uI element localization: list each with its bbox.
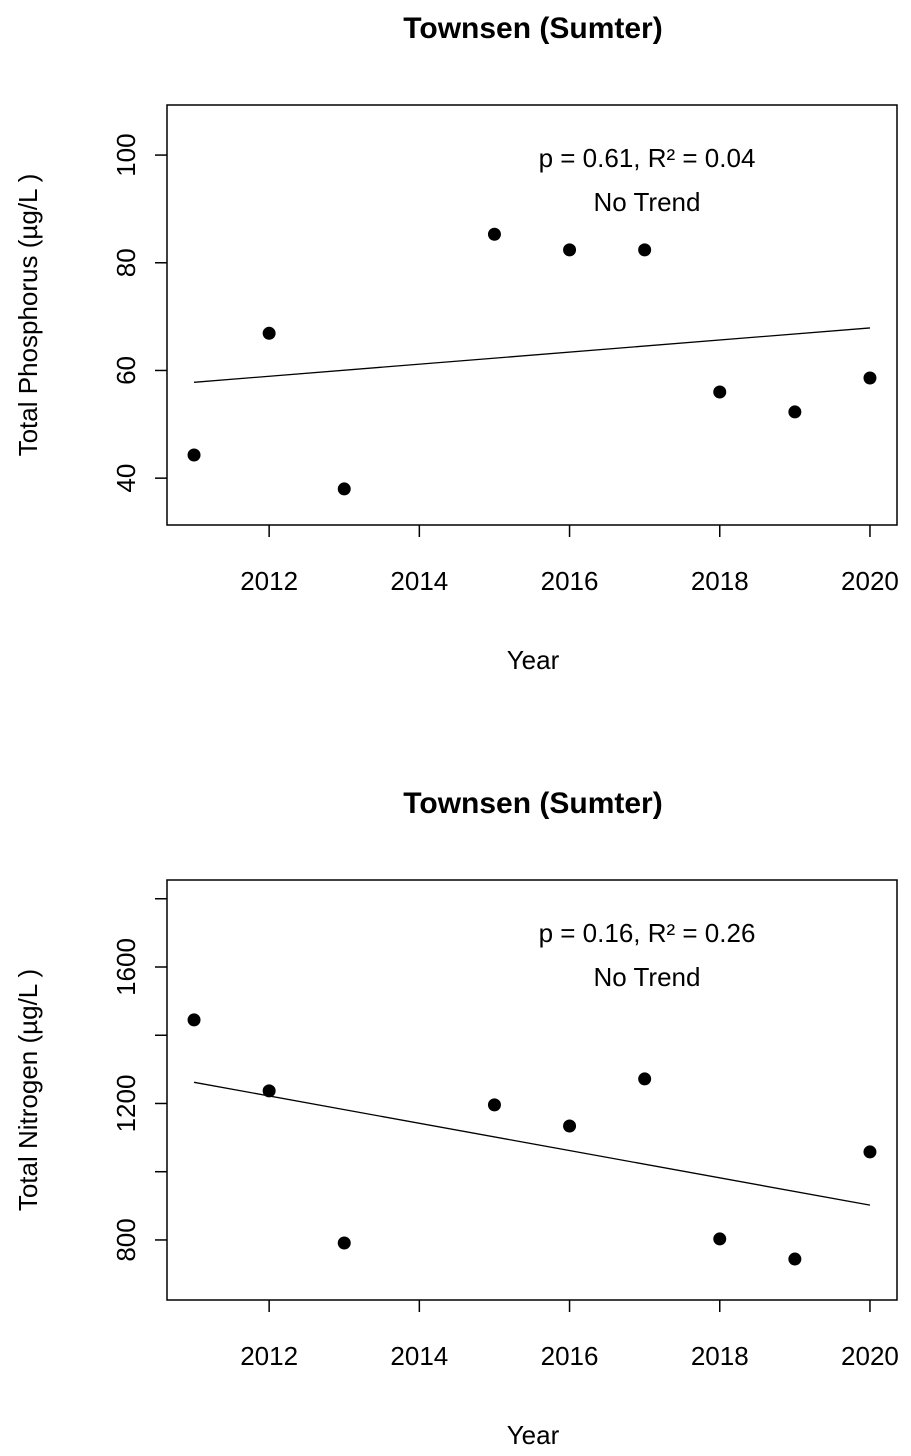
- point: [713, 385, 727, 399]
- y-tick-label: 1200: [111, 1075, 141, 1133]
- annotation: p = 0.16, R² = 0.26: [539, 918, 756, 948]
- y-tick-label: 1600: [111, 938, 141, 996]
- point: [337, 1236, 351, 1250]
- point: [788, 1252, 802, 1266]
- point: [563, 1119, 577, 1133]
- x-tick-label: 2016: [541, 566, 599, 596]
- y-tick-label: 40: [111, 464, 141, 493]
- point: [638, 243, 652, 257]
- y-axis-label: Total Phosphorus (µg/L ): [13, 174, 43, 457]
- x-tick-label: 2014: [390, 1341, 448, 1371]
- trend-line: [193, 327, 871, 383]
- point: [337, 482, 351, 496]
- y-tick-label: 60: [111, 356, 141, 385]
- point: [487, 227, 501, 241]
- point: [788, 405, 802, 419]
- chart-title: Townsen (Sumter): [403, 12, 662, 45]
- x-axis-label: Year: [507, 645, 560, 675]
- point: [863, 371, 877, 385]
- x-tick-label: 2020: [841, 1341, 899, 1371]
- x-tick-label: 2014: [390, 566, 448, 596]
- y-axis-label: Total Nitrogen (µg/L ): [13, 969, 43, 1211]
- annotation: No Trend: [594, 962, 701, 992]
- annotation: No Trend: [594, 187, 701, 217]
- point: [187, 1013, 201, 1027]
- plot-box: [166, 104, 898, 526]
- x-tick-label: 2018: [691, 1341, 749, 1371]
- point: [262, 1084, 276, 1098]
- chart: Townsen (Sumter) 2012 2014 2016 2018 2020 800 1…: [13, 787, 899, 1450]
- y-tick-label: 80: [111, 248, 141, 277]
- chart: Townsen (Sumter) 2012 2014 2016 2018 2020 40 60…: [13, 12, 899, 675]
- point: [563, 243, 577, 257]
- point: [863, 1145, 877, 1159]
- point: [487, 1098, 501, 1112]
- chart-title: Townsen (Sumter): [403, 787, 662, 820]
- point: [638, 1072, 652, 1086]
- trend-line: [193, 1081, 871, 1206]
- x-tick-label: 2018: [691, 566, 749, 596]
- point: [262, 326, 276, 340]
- y-tick-label: 800: [111, 1218, 141, 1261]
- x-tick-label: 2020: [841, 566, 899, 596]
- y-tick-label: 100: [111, 133, 141, 176]
- x-tick-label: 2016: [541, 1341, 599, 1371]
- annotation: p = 0.61, R² = 0.04: [539, 143, 756, 173]
- x-tick-label: 2012: [240, 1341, 298, 1371]
- point: [713, 1232, 727, 1246]
- point: [187, 448, 201, 462]
- x-tick-label: 2012: [240, 566, 298, 596]
- x-axis-label: Year: [507, 1420, 560, 1450]
- plot-box: [166, 879, 898, 1301]
